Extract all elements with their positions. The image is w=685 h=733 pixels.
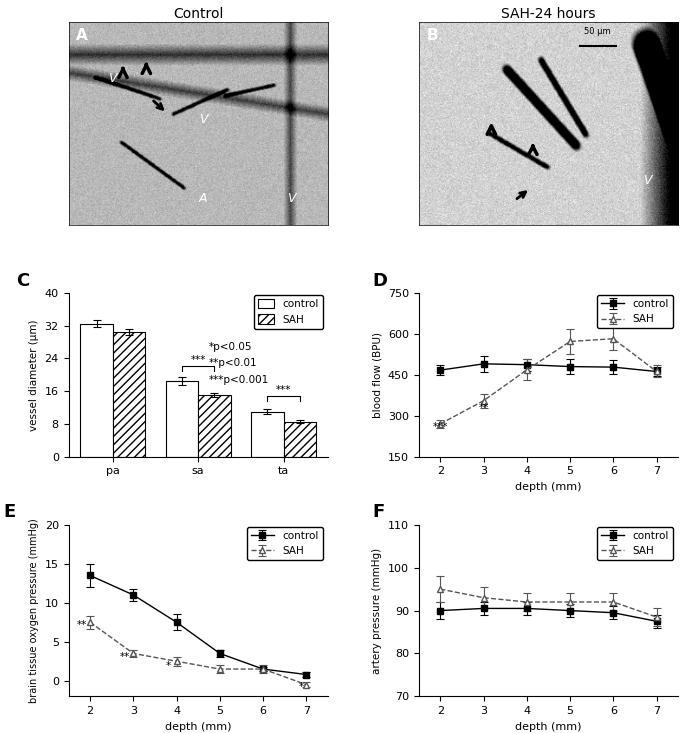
Text: F: F	[372, 504, 384, 521]
Text: ***p<0.001: ***p<0.001	[209, 375, 269, 385]
Legend: control, SAH: control, SAH	[597, 295, 673, 328]
Text: V: V	[199, 113, 208, 126]
Text: V: V	[287, 192, 296, 205]
Text: A: A	[76, 28, 88, 43]
Text: *: *	[165, 661, 171, 671]
Text: C: C	[16, 272, 30, 290]
Text: 50 μm: 50 μm	[584, 27, 611, 36]
Text: *: *	[299, 682, 303, 692]
Text: B: B	[427, 28, 438, 43]
Text: **: **	[478, 403, 488, 413]
X-axis label: depth (mm): depth (mm)	[515, 721, 582, 732]
Bar	[113, 332, 145, 457]
Title: SAH-24 hours: SAH-24 hours	[501, 7, 596, 21]
Y-axis label: blood flow (BPU): blood flow (BPU)	[373, 332, 382, 418]
Text: ***: ***	[276, 386, 291, 396]
Title: Control: Control	[173, 7, 223, 21]
Y-axis label: brain tissue oxygen pressure (mmHg): brain tissue oxygen pressure (mmHg)	[29, 518, 39, 703]
Text: ***: ***	[190, 355, 206, 365]
Text: V: V	[643, 174, 651, 187]
Text: V: V	[108, 73, 117, 85]
Text: **: **	[120, 652, 130, 662]
X-axis label: depth (mm): depth (mm)	[165, 721, 232, 732]
Legend: control, SAH: control, SAH	[254, 295, 323, 329]
Legend: control, SAH: control, SAH	[247, 526, 323, 560]
Y-axis label: artery pressure (mmHg): artery pressure (mmHg)	[373, 548, 382, 674]
Bar	[198, 395, 231, 457]
Bar	[284, 422, 316, 457]
Text: **: **	[76, 619, 86, 630]
X-axis label: depth (mm): depth (mm)	[515, 482, 582, 492]
Text: D: D	[372, 272, 387, 290]
Text: *p<0.05: *p<0.05	[209, 342, 252, 352]
Bar	[80, 323, 113, 457]
Text: A: A	[199, 192, 208, 205]
Text: ***: ***	[433, 422, 448, 432]
Text: E: E	[3, 504, 16, 521]
Legend: control, SAH: control, SAH	[597, 526, 673, 560]
Text: **p<0.01: **p<0.01	[209, 358, 257, 369]
Bar	[166, 381, 198, 457]
Bar	[251, 412, 284, 457]
Y-axis label: vessel diameter (μm): vessel diameter (μm)	[29, 319, 39, 430]
